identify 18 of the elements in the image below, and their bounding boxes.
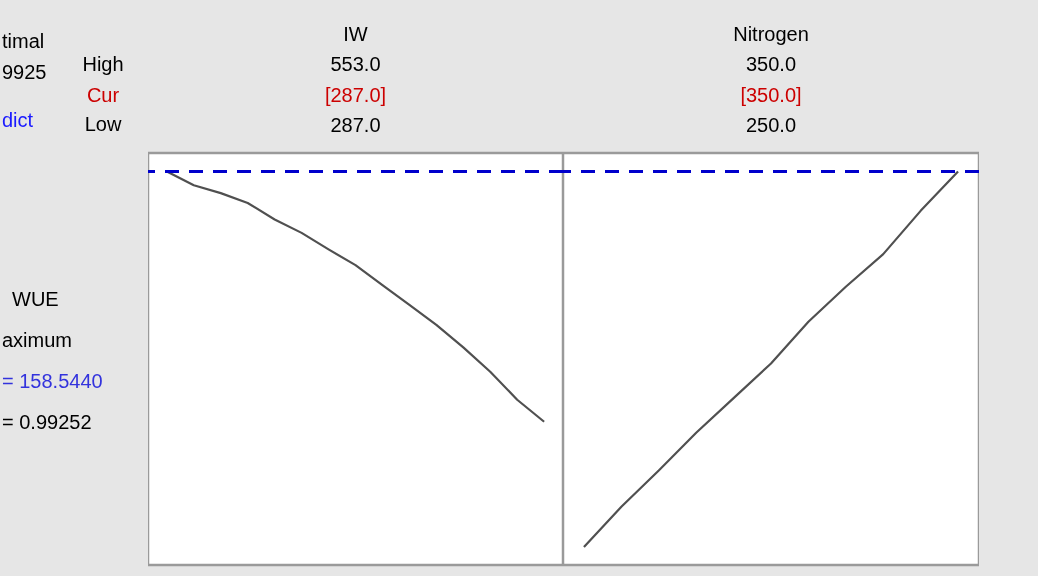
text: High [82,53,124,75]
text: [287.0] [324,83,387,106]
text: = 0.99252 [2,411,92,433]
chart-title: IW [343,23,368,45]
text: WUE [12,288,59,310]
text: dict [2,109,34,131]
text: = 158.5440 [2,370,103,392]
text: 553.0 [330,53,381,75]
text: 287.0 [330,114,381,136]
text: 9925 [2,61,47,83]
text: 350.0 [745,53,797,75]
text: [350.0] [740,83,802,106]
chart-title: Nitrogen [733,23,809,45]
text: 250.0 [745,114,797,136]
text: timal [2,30,45,52]
text: Low [84,113,122,135]
text: Cur [86,84,120,106]
text: aximum [2,329,73,351]
